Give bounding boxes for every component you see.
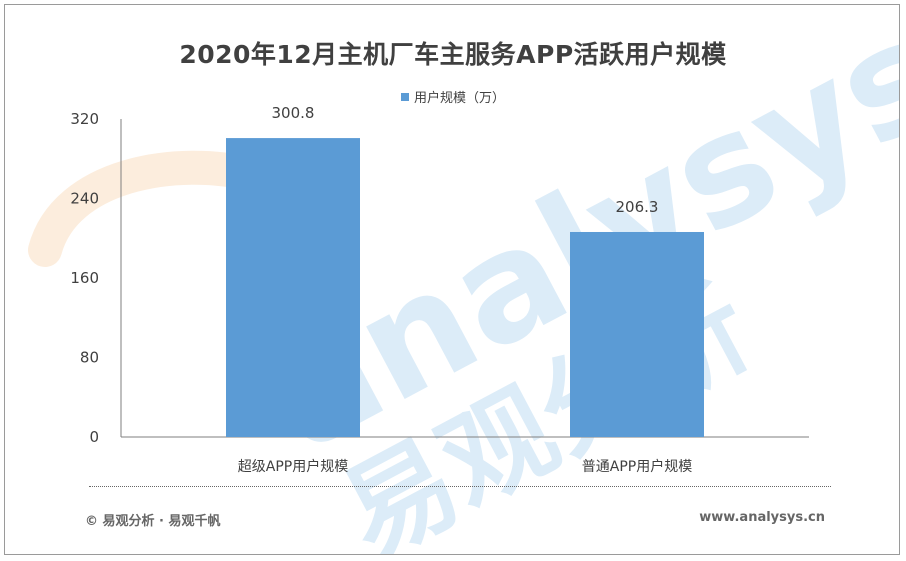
x-tick-label: 普通APP用户规模 — [582, 458, 692, 475]
y-tick-label: 320 — [70, 110, 99, 128]
chart-frame: analysys 易观分析 2020年12月主机厂车主服务APP活跃用户规模 用… — [4, 4, 900, 555]
plot-area: 0 80 160 240 320 300.8 超级APP用户规模 206.3 普通APP用户规模 — [70, 104, 809, 475]
bar — [226, 138, 360, 437]
legend: 用户规模（万） — [5, 87, 899, 106]
footer-copyright: © 易观分析 · 易观千帆 — [85, 514, 221, 529]
legend-label: 用户规模（万） — [413, 91, 505, 106]
data-label: 300.8 — [272, 104, 315, 122]
x-tick-label: 超级APP用户规模 — [238, 458, 348, 475]
y-tick-label: 80 — [80, 349, 99, 367]
y-tick-label: 240 — [70, 190, 99, 208]
footer-divider — [89, 486, 831, 487]
legend-swatch — [400, 92, 409, 101]
y-tick-label: 0 — [89, 428, 99, 446]
footer-website[interactable]: www.analysys.cn — [699, 510, 825, 525]
bar — [570, 231, 704, 437]
y-tick-label: 160 — [70, 269, 99, 287]
chart-title: 2020年12月主机厂车主服务APP活跃用户规模 — [179, 40, 727, 69]
data-label: 206.3 — [616, 198, 659, 216]
